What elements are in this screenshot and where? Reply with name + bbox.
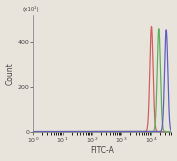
- Y-axis label: Count: Count: [5, 62, 15, 85]
- X-axis label: FITC-A: FITC-A: [90, 147, 114, 155]
- Text: (x10²): (x10²): [22, 6, 39, 12]
